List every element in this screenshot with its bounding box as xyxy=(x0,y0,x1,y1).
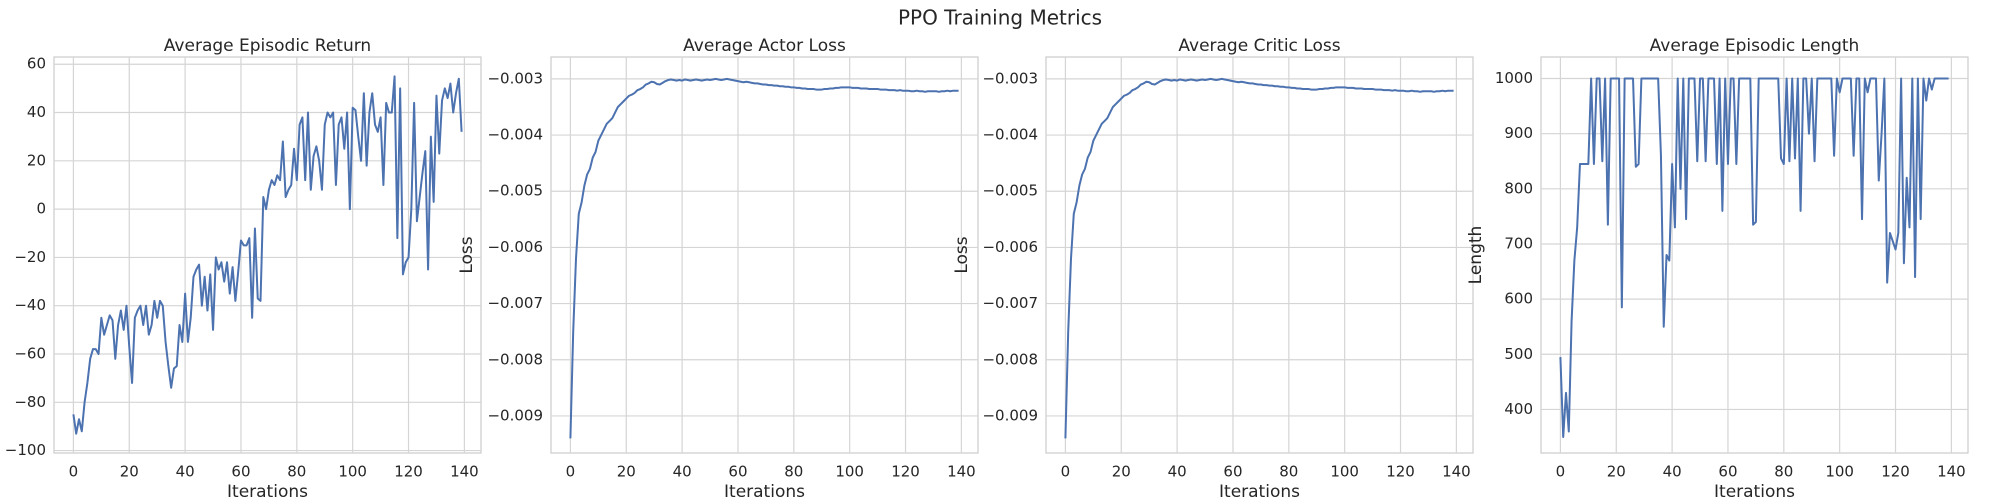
y-tick-label: −0.009 xyxy=(982,406,1038,424)
x-tick-label: 80 xyxy=(1774,463,1793,481)
y-tick-label: −0.007 xyxy=(982,294,1038,312)
y-tick-label: −0.008 xyxy=(982,350,1038,368)
y-tick-label: −0.003 xyxy=(982,69,1038,87)
y-tick-label: −80 xyxy=(14,393,46,411)
x-tick-label: 80 xyxy=(1279,463,1298,481)
x-tick-label: 0 xyxy=(1556,463,1566,481)
x-axis-label: Iterations xyxy=(724,482,805,500)
y-axis-label: Loss xyxy=(457,236,477,273)
y-tick-label: 600 xyxy=(1504,290,1533,308)
x-tick-label: 120 xyxy=(1881,463,1910,481)
x-tick-label: 0 xyxy=(1061,463,1071,481)
y-axis-label: Loss xyxy=(952,236,972,273)
y-tick-label: 700 xyxy=(1504,234,1533,252)
y-tick-label: −100 xyxy=(5,441,46,459)
y-tick-label: 400 xyxy=(1504,400,1533,418)
y-tick-label: −60 xyxy=(14,345,46,363)
y-tick-label: −0.009 xyxy=(487,406,543,424)
x-tick-label: 100 xyxy=(338,463,367,481)
x-tick-label: 20 xyxy=(1607,463,1626,481)
x-tick-label: 140 xyxy=(947,463,976,481)
y-tick-label: −0.006 xyxy=(982,238,1038,256)
y-axis-label: Length xyxy=(1466,226,1486,285)
x-tick-label: 0 xyxy=(69,463,79,481)
y-tick-label: −0.005 xyxy=(982,182,1038,200)
y-tick-label: −0.005 xyxy=(487,182,543,200)
y-tick-label: −0.008 xyxy=(487,350,543,368)
x-axis-label: Iterations xyxy=(1714,482,1795,500)
y-tick-label: 900 xyxy=(1504,124,1533,142)
x-tick-label: 20 xyxy=(1112,463,1131,481)
data-line xyxy=(569,77,959,439)
data-line xyxy=(72,75,463,435)
y-tick-label: −40 xyxy=(14,296,46,314)
y-tick-label: 0 xyxy=(36,200,46,218)
x-tick-label: 60 xyxy=(231,463,250,481)
plot-area xyxy=(1045,56,1474,454)
y-tick-label: 500 xyxy=(1504,345,1533,363)
plot-area xyxy=(1540,56,1969,454)
y-tick-label: 800 xyxy=(1504,179,1533,197)
x-tick-label: 40 xyxy=(1663,463,1682,481)
x-tick-label: 120 xyxy=(394,463,423,481)
x-tick-label: 140 xyxy=(450,463,479,481)
y-tick-label: −0.004 xyxy=(982,126,1038,144)
x-axis-label: Iterations xyxy=(227,482,308,500)
chart-title: Average Critic Loss xyxy=(1178,36,1340,56)
x-tick-label: 20 xyxy=(617,463,636,481)
x-tick-label: 120 xyxy=(891,463,920,481)
x-tick-label: 80 xyxy=(287,463,306,481)
data-line xyxy=(1064,77,1454,439)
x-tick-label: 60 xyxy=(1223,463,1242,481)
x-tick-label: 60 xyxy=(1718,463,1737,481)
y-tick-label: −0.006 xyxy=(487,238,543,256)
x-tick-label: 140 xyxy=(1442,463,1471,481)
chart-title: Average Episodic Return xyxy=(164,36,371,56)
y-tick-label: −20 xyxy=(14,248,46,266)
x-tick-label: 140 xyxy=(1937,463,1966,481)
y-tick-label: 1000 xyxy=(1495,69,1533,87)
data-line xyxy=(1559,77,1949,439)
x-tick-label: 0 xyxy=(566,463,576,481)
x-tick-label: 40 xyxy=(1168,463,1187,481)
chart-title: Average Actor Loss xyxy=(683,36,846,56)
y-tick-label: 60 xyxy=(27,55,46,73)
x-tick-label: 60 xyxy=(728,463,747,481)
x-tick-label: 40 xyxy=(176,463,195,481)
x-tick-label: 100 xyxy=(1330,463,1359,481)
x-tick-label: 80 xyxy=(784,463,803,481)
y-tick-label: 20 xyxy=(27,151,46,169)
plot-area xyxy=(53,56,482,454)
x-tick-label: 100 xyxy=(1825,463,1854,481)
x-axis-label: Iterations xyxy=(1219,482,1300,500)
y-tick-label: −0.004 xyxy=(487,126,543,144)
y-tick-label: 40 xyxy=(27,103,46,121)
x-tick-label: 120 xyxy=(1386,463,1415,481)
x-tick-label: 40 xyxy=(673,463,692,481)
figure-title: PPO Training Metrics xyxy=(898,6,1102,30)
x-tick-label: 100 xyxy=(835,463,864,481)
x-tick-label: 20 xyxy=(120,463,139,481)
plot-area xyxy=(550,56,979,454)
chart-title: Average Episodic Length xyxy=(1650,36,1860,56)
y-tick-label: −0.003 xyxy=(487,69,543,87)
y-tick-label: −0.007 xyxy=(487,294,543,312)
